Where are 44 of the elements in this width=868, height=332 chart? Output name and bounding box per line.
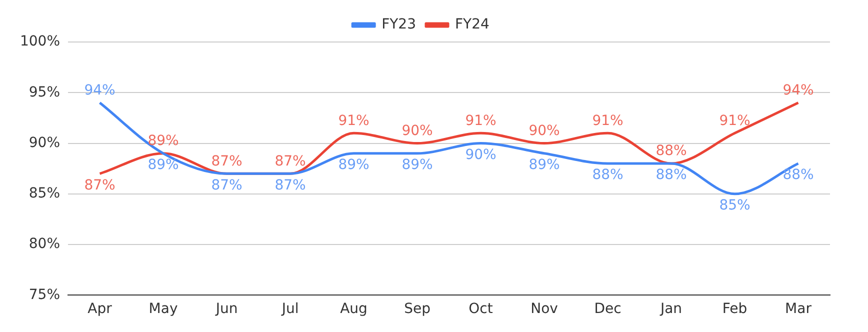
data-label: 89% — [528, 157, 560, 174]
x-tick-label: Mar — [785, 301, 812, 318]
data-label: 90% — [465, 146, 496, 163]
y-tick-label: 85% — [28, 186, 60, 202]
x-tick-label: Oct — [468, 301, 494, 318]
y-tick-label: 95% — [28, 84, 60, 100]
legend-label: FY24 — [455, 16, 490, 33]
data-label: 88% — [782, 167, 814, 184]
data-label: 87% — [211, 177, 242, 194]
x-tick-label: Aug — [340, 301, 368, 318]
x-tick-label: Nov — [530, 301, 558, 318]
y-tick-label: 80% — [28, 236, 60, 252]
data-label: 89% — [402, 157, 433, 174]
x-tick-label: Jan — [659, 301, 682, 318]
data-label: 87% — [84, 177, 116, 194]
data-label: 89% — [338, 157, 370, 174]
data-label: 90% — [402, 122, 433, 139]
y-tick-label: 90% — [28, 134, 60, 151]
y-tick-label: 75% — [28, 286, 60, 303]
x-tick-label: Apr — [88, 301, 112, 318]
data-label: 89% — [148, 157, 179, 174]
data-label: 91% — [338, 112, 370, 129]
x-tick-label: May — [148, 301, 178, 318]
x-tick-label: Jul — [280, 301, 299, 318]
data-label: 87% — [211, 153, 242, 170]
data-label: 94% — [782, 82, 814, 98]
data-label: 91% — [592, 112, 624, 129]
data-label: 85% — [719, 198, 750, 214]
data-label: 87% — [274, 153, 306, 170]
data-label: 91% — [719, 112, 750, 129]
data-label: 87% — [274, 177, 306, 194]
x-tick-label: Feb — [722, 301, 748, 318]
data-label: 91% — [465, 112, 496, 129]
legend-label: FY23 — [382, 16, 416, 33]
data-label: 88% — [656, 143, 687, 160]
y-tick-label: 100% — [20, 34, 60, 50]
data-label: 88% — [656, 167, 687, 184]
x-tick-label: Dec — [594, 301, 622, 318]
data-label: 90% — [528, 122, 560, 139]
data-label: 94% — [84, 82, 116, 98]
x-tick-label: Sep — [404, 301, 431, 318]
data-label: 89% — [148, 133, 179, 150]
x-tick-label: Jun — [214, 301, 238, 318]
data-label: 88% — [592, 167, 624, 184]
